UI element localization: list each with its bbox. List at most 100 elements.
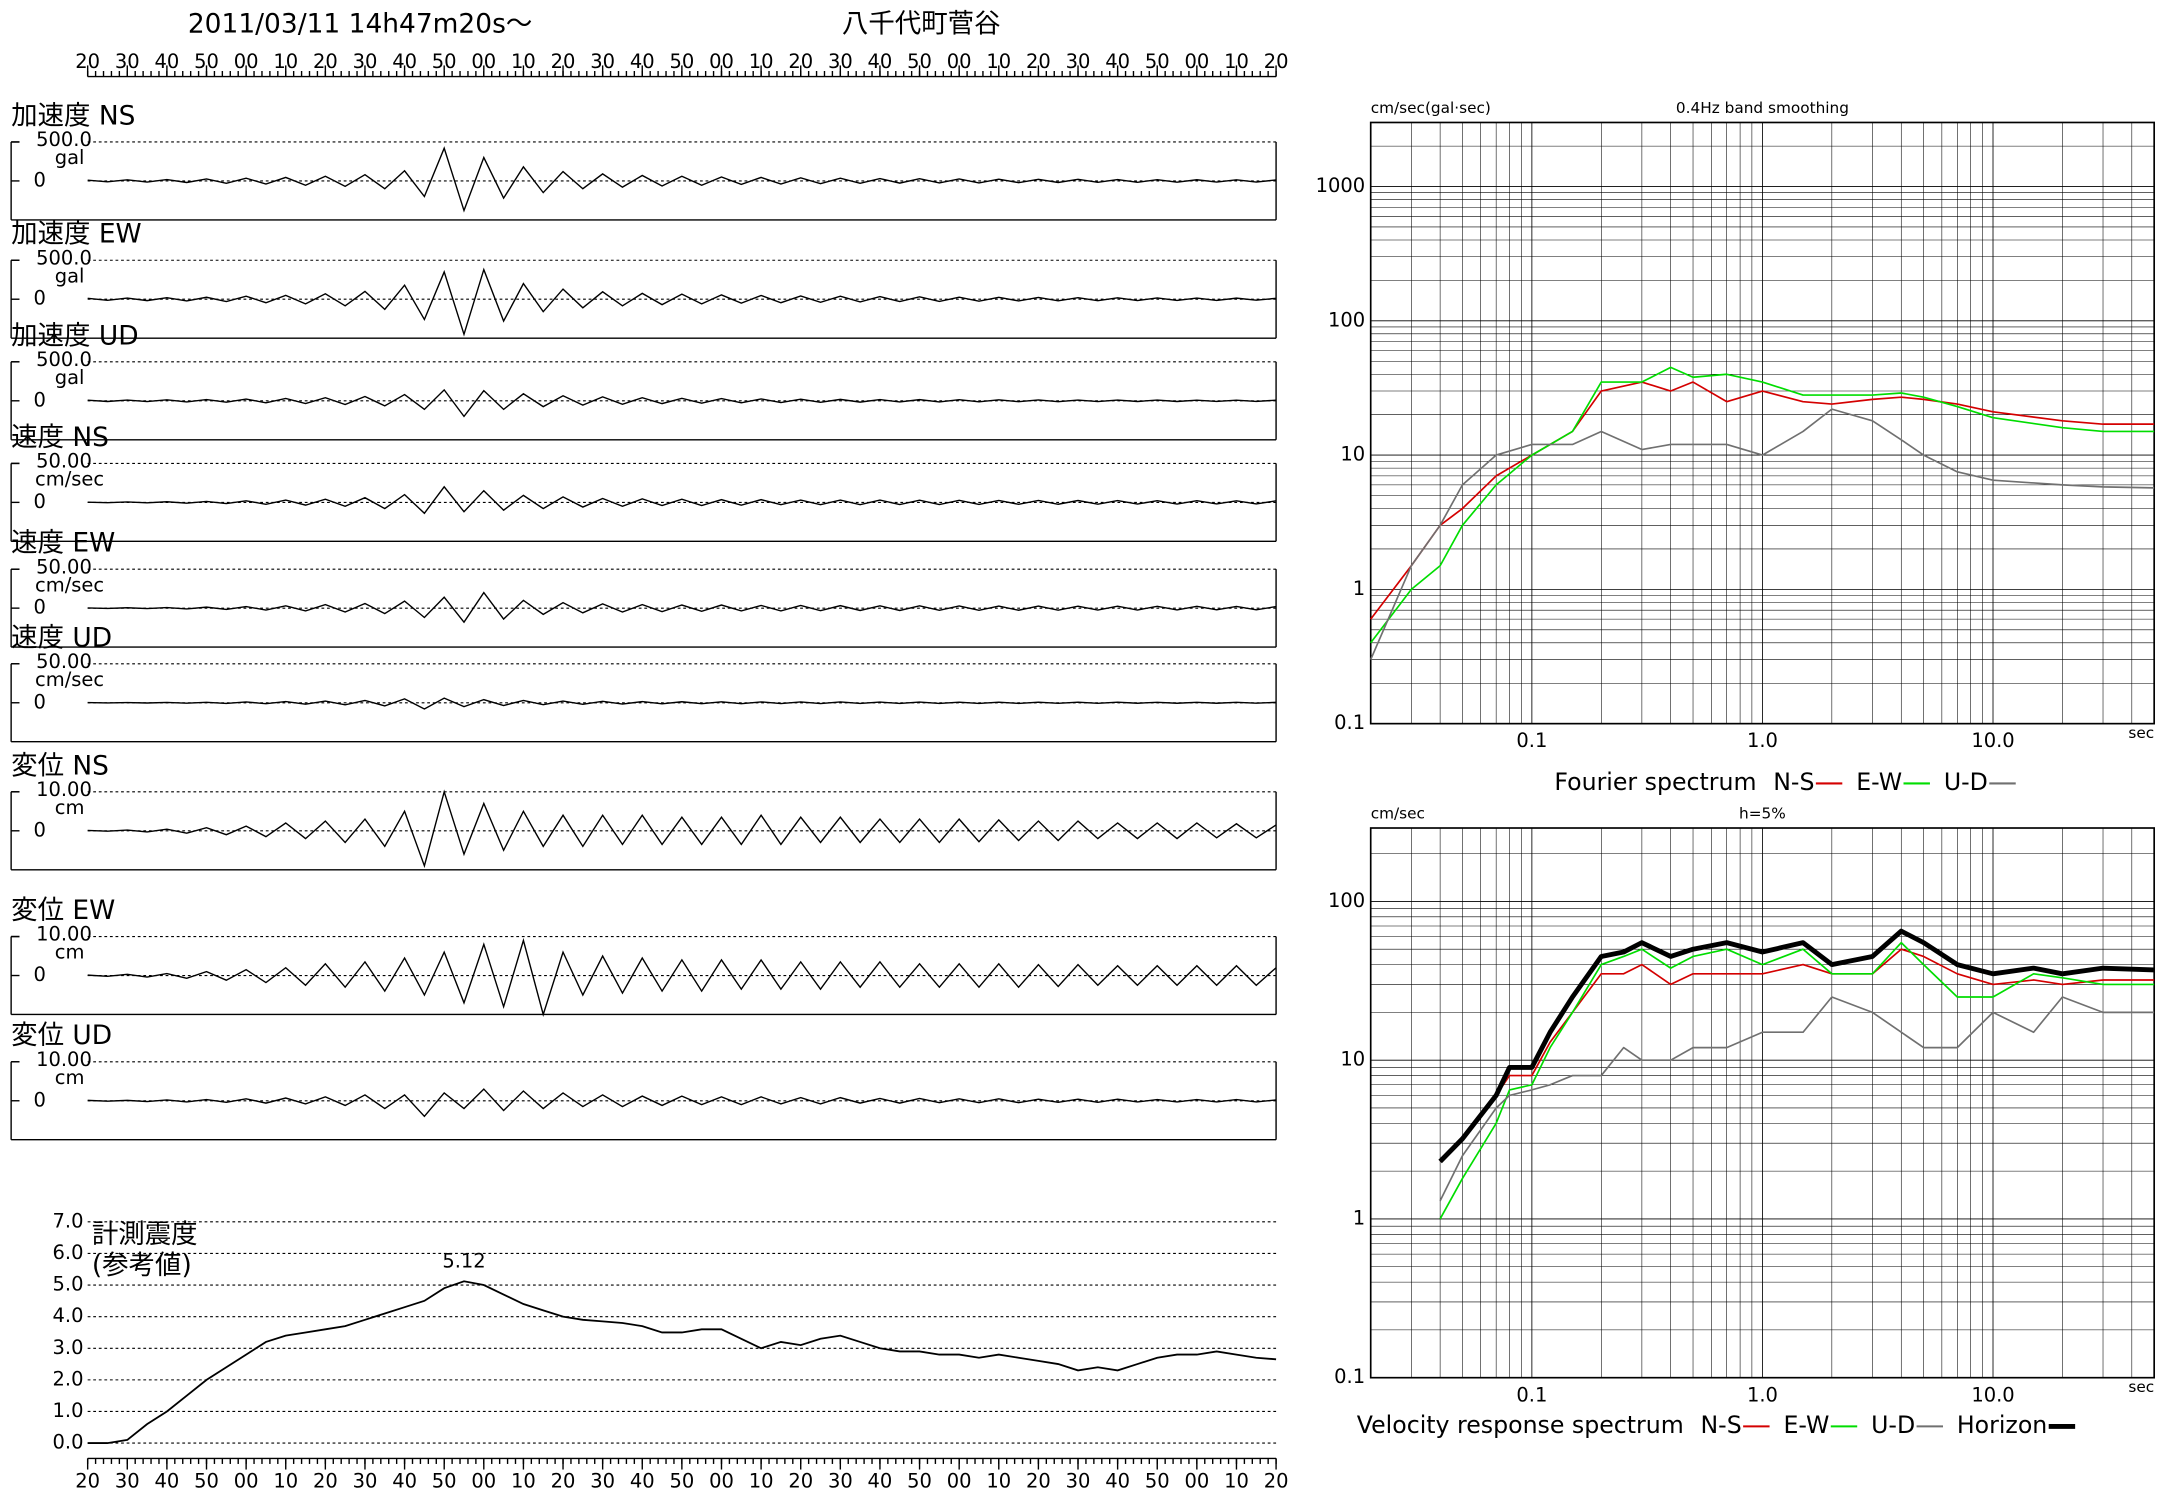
- spectrum-line: [1439, 996, 2155, 1202]
- x-tick-label: 30: [590, 50, 615, 73]
- unit-label: cm/sec: [35, 468, 104, 491]
- y-tick-label: 7.0: [53, 1209, 84, 1232]
- spectrum-line: [1439, 941, 2155, 1220]
- waveform-trace: [87, 937, 1277, 1017]
- x-tick-label: 0.1: [1516, 729, 1547, 752]
- y-tick-label: 0: [34, 690, 46, 713]
- x-tick-label: 50: [907, 50, 932, 73]
- x-tick-label: 50: [432, 1470, 457, 1493]
- unit-label: cm/sec: [35, 668, 104, 691]
- unit-label: cm/sec: [35, 573, 104, 596]
- y-tick-label: 1: [1353, 1206, 1365, 1229]
- x-tick-label: 00: [471, 1470, 496, 1493]
- x-tick-label: 20: [1264, 1470, 1289, 1493]
- panel-title: 速度 UD: [11, 622, 112, 653]
- x-tick-label: 40: [868, 1470, 893, 1493]
- x-tick-label: 00: [1184, 50, 1209, 73]
- x-tick-label: 20: [551, 50, 576, 73]
- panel-title: 変位 NS: [11, 750, 109, 781]
- y-tick-label: 2.0: [53, 1367, 84, 1390]
- unit-label: cm: [55, 1066, 85, 1089]
- spectrum-line: [1370, 366, 2155, 644]
- x-tick-label: 20: [1026, 1470, 1051, 1493]
- y-tick-label: 0.0: [53, 1431, 84, 1454]
- legend-label: U-D: [1944, 768, 1988, 796]
- y-tick-label: 0: [34, 818, 46, 841]
- x-tick-label: 10: [511, 1470, 536, 1493]
- plot-frame: [1369, 827, 2156, 1379]
- x-tick-label: 10: [986, 1470, 1011, 1493]
- y-tick-label: 5.0: [53, 1273, 84, 1296]
- panel-title: 加速度 EW: [11, 219, 142, 250]
- x-tick-label: 00: [947, 50, 972, 73]
- waveform-trace: [87, 591, 1277, 624]
- y-unit: cm/sec(gal·sec): [1371, 99, 1491, 117]
- x-tick-label: 20: [313, 50, 338, 73]
- panel-title: 加速度 NS: [11, 100, 135, 131]
- x-unit: sec: [2128, 724, 2154, 742]
- y-tick-label: 0: [34, 287, 46, 310]
- x-tick-label: 10: [1224, 50, 1249, 73]
- y-tick-label: 4.0: [53, 1304, 84, 1327]
- waveform-trace: [87, 789, 1277, 869]
- y-unit: cm/sec: [1371, 805, 1425, 823]
- x-tick-label: 00: [234, 50, 259, 73]
- chart-subtitle: 0.4Hz band smoothing: [1676, 99, 1849, 117]
- y-tick-label: 10: [1340, 1048, 1365, 1071]
- y-tick-label: 10: [1340, 443, 1365, 466]
- legend-label: E-W: [1783, 1411, 1829, 1439]
- x-tick-label: 10: [749, 50, 774, 73]
- panel-title: 加速度 UD: [11, 320, 138, 351]
- legend-label: Horizon: [1957, 1411, 2047, 1439]
- x-tick-label: 30: [590, 1470, 615, 1493]
- unit-label: gal: [55, 366, 85, 389]
- y-tick-label: 10.00: [36, 923, 92, 946]
- x-tick-label: 20: [1264, 50, 1289, 73]
- panel-title: 変位 UD: [11, 1020, 112, 1051]
- x-tick-label: 20: [75, 50, 100, 73]
- x-tick-label: 50: [1145, 50, 1170, 73]
- x-tick-label: 20: [788, 50, 813, 73]
- y-tick-label: 1.0: [53, 1399, 84, 1422]
- unit-label: cm: [55, 796, 85, 819]
- x-tick-label: 00: [709, 50, 734, 73]
- x-tick-label: 30: [353, 1470, 378, 1493]
- x-tick-label: 40: [392, 1470, 417, 1493]
- waveform-trace: [87, 1088, 1277, 1118]
- y-tick-label: 500.0: [36, 128, 92, 151]
- x-tick-label: 50: [669, 1470, 694, 1493]
- y-tick-label: 0: [34, 388, 46, 411]
- y-tick-label: 0: [34, 490, 46, 513]
- y-tick-label: 50.00: [36, 555, 92, 578]
- x-tick-label: 1.0: [1747, 729, 1778, 752]
- x-tick-label: 20: [75, 1470, 100, 1493]
- x-tick-label: 40: [155, 50, 180, 73]
- x-tick-label: 30: [828, 50, 853, 73]
- x-tick-label: 40: [868, 50, 893, 73]
- x-tick-label: 00: [1184, 1470, 1209, 1493]
- x-tick-label: 40: [155, 1470, 180, 1493]
- unit-label: gal: [55, 146, 85, 169]
- y-tick-label: 100: [1328, 308, 1365, 331]
- spectrum-line: [1370, 381, 2155, 620]
- x-tick-label: 40: [630, 50, 655, 73]
- y-tick-label: 6.0: [53, 1241, 84, 1264]
- y-tick-label: 50.00: [36, 450, 92, 473]
- y-tick-label: 0.1: [1334, 711, 1365, 734]
- x-tick-label: 50: [907, 1470, 932, 1493]
- x-tick-label: 20: [1026, 50, 1051, 73]
- x-tick-label: 00: [709, 1470, 734, 1493]
- legend-label: U-D: [1871, 1411, 1915, 1439]
- x-tick-label: 40: [1105, 50, 1130, 73]
- y-tick-label: 500.0: [36, 348, 92, 371]
- waveform-trace: [87, 267, 1277, 337]
- chart-title: Fourier spectrum: [1554, 768, 1756, 796]
- y-tick-label: 0: [34, 596, 46, 619]
- waveform-trace: [87, 485, 1277, 515]
- x-tick-label: 30: [353, 50, 378, 73]
- chart-subtitle: h=5%: [1739, 805, 1786, 823]
- x-tick-label: 30: [828, 1470, 853, 1493]
- panel-title: 速度 EW: [11, 528, 115, 559]
